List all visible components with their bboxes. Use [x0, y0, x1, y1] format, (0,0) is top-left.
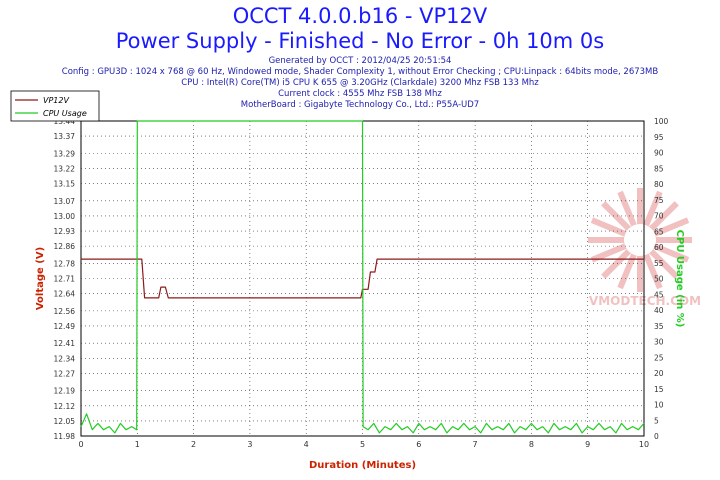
y-tick-label: 12.49: [54, 322, 76, 331]
x-tick-label: 7: [473, 440, 478, 449]
y-tick-label: 12.34: [54, 354, 76, 363]
x-tick-label: 5: [360, 440, 365, 449]
y-tick-label: 12.64: [54, 290, 76, 299]
x-tick-label: 10: [639, 440, 649, 449]
x-tick-label: 8: [529, 440, 534, 449]
y2-tick-label: 20: [654, 369, 664, 378]
y-tick-label: 13.22: [54, 164, 76, 173]
y-tick-label: 12.19: [54, 387, 76, 396]
info-motherboard: MotherBoard : Gigabyte Technology Co., L…: [240, 100, 480, 110]
watermark-ray: [638, 217, 690, 243]
watermark-ray: [601, 201, 643, 243]
y2-tick-label: 5: [654, 416, 659, 425]
watermark-text: VMODTECH.COM: [589, 294, 701, 308]
y2-tick-label: 40: [654, 306, 664, 315]
legend-box: [10, 90, 100, 122]
watermark-ray: [637, 238, 663, 290]
x-tick-label: 0: [78, 440, 83, 449]
y2-tick-label: 95: [654, 133, 664, 142]
y2-tick-label: 80: [654, 180, 664, 189]
y-tick-label: 12.05: [54, 417, 76, 426]
y2-tick-label: 75: [654, 196, 664, 205]
y2-tick-label: 55: [654, 259, 664, 268]
y2-tick-label: 100: [654, 117, 669, 126]
y2-tick-label: 70: [654, 212, 664, 221]
y2-tick-label: 50: [654, 275, 664, 284]
y-tick-label: 13.00: [54, 212, 76, 221]
y2-tick-label: 65: [654, 227, 664, 236]
y2-tick-label: 15: [654, 385, 664, 394]
legend-label: CPU Usage: [43, 109, 87, 118]
watermark-ray: [617, 190, 643, 242]
y2-tick-label: 60: [654, 243, 664, 252]
y-axis-label: Voltage (V): [35, 247, 46, 310]
watermark-ray: [637, 237, 679, 279]
y2-tick-label: 25: [654, 353, 664, 362]
watermark-ray: [637, 190, 663, 242]
y-tick-label: 12.27: [54, 369, 76, 378]
y-tick-label: 12.93: [54, 227, 76, 236]
y2-tick-label: 35: [654, 322, 664, 331]
cpu-usage-line: [80, 120, 645, 434]
y2-tick-label: 30: [654, 338, 664, 347]
vp12v-line: [81, 258, 644, 299]
y2-tick-label: 90: [654, 149, 664, 158]
y-tick-label: 13.44: [54, 117, 76, 126]
x-tick-label: 6: [416, 440, 421, 449]
watermark-ray: [637, 201, 679, 243]
chart-title: OCCT 4.0.0.b16 - VP12V: [232, 4, 488, 28]
y-tick-label: 12.12: [54, 402, 76, 411]
y-tick-label: 12.78: [54, 259, 76, 268]
y-tick-label: 12.71: [54, 275, 76, 284]
watermark-ray: [590, 237, 642, 263]
x-tick-label: 1: [135, 440, 140, 449]
y-tick-label: 12.86: [54, 242, 76, 251]
y2-tick-label: 85: [654, 164, 664, 173]
y2-tick-label: 0: [654, 432, 659, 441]
y-tick-label: 13.37: [54, 132, 76, 141]
x-axis-label: Duration (Minutes): [309, 460, 416, 471]
info-generated: Generated by OCCT : 2012/04/25 20:51:54: [268, 56, 452, 66]
legend-label: VP12V: [43, 96, 69, 105]
y-tick-label: 12.41: [54, 339, 76, 348]
chart-subtitle: Power Supply - Finished - No Error - 0h …: [115, 29, 605, 53]
info-clock: Current clock : 4555 Mhz FSB 138 Mhz: [278, 89, 442, 99]
watermark-ray: [638, 237, 690, 263]
x-tick-label: 4: [304, 440, 309, 449]
x-tick-label: 9: [585, 440, 590, 449]
info-cpu: CPU : Intel(R) Core(TM) i5 CPU K 655 @ 3…: [181, 78, 539, 88]
y2-tick-label: 10: [654, 401, 664, 410]
x-tick-label: 3: [247, 440, 252, 449]
x-tick-label: 2: [191, 440, 196, 449]
info-config: Config : GPU3D : 1024 x 768 @ 60 Hz, Win…: [61, 67, 659, 77]
watermark-center: [624, 224, 656, 256]
y-tick-label: 13.07: [54, 197, 76, 206]
y-tick-label: 12.56: [54, 307, 76, 316]
y2-tick-label: 45: [654, 290, 664, 299]
watermark-ray: [590, 217, 642, 243]
y-tick-label: 11.98: [54, 432, 76, 441]
watermark-ray: [617, 238, 643, 290]
y2-axis-label: CPU Usage (in %): [674, 230, 685, 328]
y-tick-label: 13.15: [54, 180, 76, 189]
legend: VP12V CPU Usage: [10, 90, 100, 122]
y-tick-label: 13.29: [54, 149, 76, 158]
